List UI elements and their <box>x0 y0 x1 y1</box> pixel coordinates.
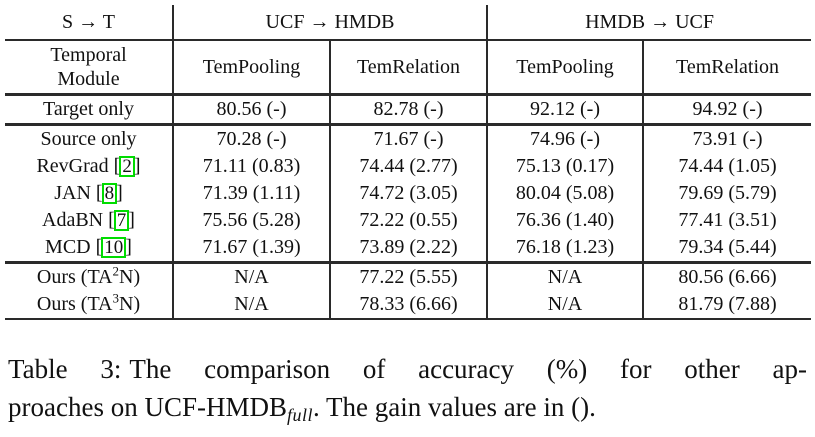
accuracy-value-cell: 80.56 (-) <box>173 94 331 125</box>
accuracy-value-cell: N/A <box>487 261 645 291</box>
caption-label: Table 3: <box>8 354 122 384</box>
accuracy-value-cell: 74.96 (-) <box>487 123 645 153</box>
accuracy-value-cell: 81.79 (7.88) <box>643 291 812 320</box>
method-name-cell: Target only <box>5 94 174 125</box>
method-superscript: 2 <box>112 263 120 279</box>
accuracy-value-cell: 74.72 (3.05) <box>330 180 489 207</box>
accuracy-value-cell: 74.44 (1.05) <box>678 155 777 177</box>
accuracy-value-cell: N/A <box>173 261 331 291</box>
accuracy-value-cell: N/A <box>173 291 331 320</box>
method-name-cell: Ours (TA2N) <box>5 261 174 291</box>
accuracy-value-cell: 76.18 (1.23) <box>487 234 645 263</box>
source-target-header: S → T <box>5 5 174 41</box>
caption-subscript-full: full <box>286 405 313 425</box>
method-name-cell: RevGrad [2] <box>5 153 174 180</box>
accuracy-value-cell: 75.56 (5.28) <box>173 207 331 234</box>
method-name-cell: JAN [8] <box>5 180 174 207</box>
results-table: S → T UCF → HMDB HMDB → UCF Temporal Mod… <box>5 5 812 320</box>
accuracy-value-cell: 79.69 (5.79) <box>678 182 777 204</box>
group-header-ucf-to-hmdb: UCF → HMDB <box>173 5 489 41</box>
accuracy-value-cell: 78.33 (6.66) <box>330 291 489 320</box>
table-row: JAN [8] 71.39 (1.11) 74.72 (3.05) 80.04 (5.… <box>5 180 811 207</box>
table-row: Ours (TA2N) N/A 77.22 (5.55) N/A 80.56 (6.66… <box>5 261 812 291</box>
accuracy-value-cell: 72.22 (0.55) <box>330 207 489 234</box>
accuracy-value-cell: 82.78 (-) <box>330 94 489 125</box>
temporal-module-line2: Module <box>57 68 120 90</box>
method-name-cell: AdaBN [7] <box>5 207 174 234</box>
accuracy-value-cell: 77.41 (3.51) <box>678 209 777 231</box>
table-caption: Table 3: The comparison of accuracy (%) f… <box>8 350 807 434</box>
temporal-module-header: Temporal Module <box>5 40 174 96</box>
method-name-cell: Source only <box>5 123 174 153</box>
accuracy-value-cell: 77.22 (5.55) <box>330 261 489 291</box>
temporal-module-line1: Temporal <box>50 44 127 66</box>
accuracy-value-cell: 80.56 (6.66) <box>643 261 812 291</box>
accuracy-value-cell: 94.92 (-) <box>692 98 763 120</box>
accuracy-value-cell: 92.12 (-) <box>487 94 645 125</box>
col-header-tempooling-ucf-hmdb: TemPooling <box>173 40 331 96</box>
citation-link[interactable]: 2 <box>119 156 135 177</box>
header-row-subcols: Temporal Module TemPooling TemRelation T… <box>5 40 812 96</box>
caption-line-2: proaches on UCF-HMDBfull. The gain value… <box>8 388 807 434</box>
caption-text-line1: The comparison of accuracy (%) for other… <box>129 354 808 384</box>
citation-link[interactable]: 7 <box>113 210 130 231</box>
citation-link[interactable]: 8 <box>101 183 118 204</box>
method-name-cell: MCD [10] <box>5 234 174 263</box>
accuracy-value-cell: 71.39 (1.11) <box>173 180 331 207</box>
accuracy-value-cell: 73.91 (-) <box>643 123 812 153</box>
table-row: Source only 70.28 (-) 71.67 (-) 74.96 (-) 73… <box>5 123 812 153</box>
table-row: AdaBN [7] 75.56 (5.28) 72.22 (0.55) 76.36 (… <box>5 207 811 234</box>
caption-line-1: Table 3: The comparison of accuracy (%) f… <box>8 350 807 388</box>
method-name-cell: Ours (TA3N) <box>5 291 174 320</box>
accuracy-value-cell: 74.44 (2.77) <box>330 153 489 180</box>
accuracy-value-cell: 71.67 (1.39) <box>173 234 331 263</box>
accuracy-value-cell: 71.11 (0.83) <box>173 153 331 180</box>
caption-text-line2-post: . The gain values are in (). <box>313 392 596 422</box>
col-header-tempooling-hmdb-ucf: TemPooling <box>487 40 645 96</box>
accuracy-value-cell: 76.36 (1.40) <box>487 207 645 234</box>
method-superscript: 3 <box>112 291 120 306</box>
header-row-groups: S → T UCF → HMDB HMDB → UCF <box>5 5 812 41</box>
accuracy-value-cell: 79.34 (5.44) <box>678 236 777 258</box>
accuracy-value-cell: 80.04 (5.08) <box>487 180 645 207</box>
accuracy-value-cell: 73.89 (2.22) <box>330 234 489 263</box>
col-header-temrelation-hmdb-ucf: TemRelation <box>643 40 812 96</box>
accuracy-value-cell: 75.13 (0.17) <box>487 153 645 180</box>
table-row: MCD [10] 71.67 (1.39) 73.89 (2.22) 76.18 (1… <box>5 234 811 263</box>
table-row: Target only 80.56 (-) 82.78 (-) 92.12 (-) 94… <box>5 94 811 125</box>
col-header-temrelation-ucf-hmdb: TemRelation <box>330 40 489 96</box>
citation-link[interactable]: 10 <box>101 237 127 258</box>
accuracy-value-cell: 71.67 (-) <box>330 123 489 153</box>
accuracy-value-cell: 70.28 (-) <box>173 123 331 153</box>
group-header-hmdb-to-ucf: HMDB → UCF <box>487 5 812 41</box>
accuracy-value-cell: N/A <box>487 291 645 320</box>
table-row: RevGrad [2] 71.11 (0.83) 74.44 (2.77) 75.13… <box>5 153 811 180</box>
table-row: Ours (TA3N) N/A 78.33 (6.66) N/A 81.79 (7.88… <box>5 291 812 320</box>
caption-text-line2-pre: proaches on UCF-HMDB <box>8 392 287 422</box>
